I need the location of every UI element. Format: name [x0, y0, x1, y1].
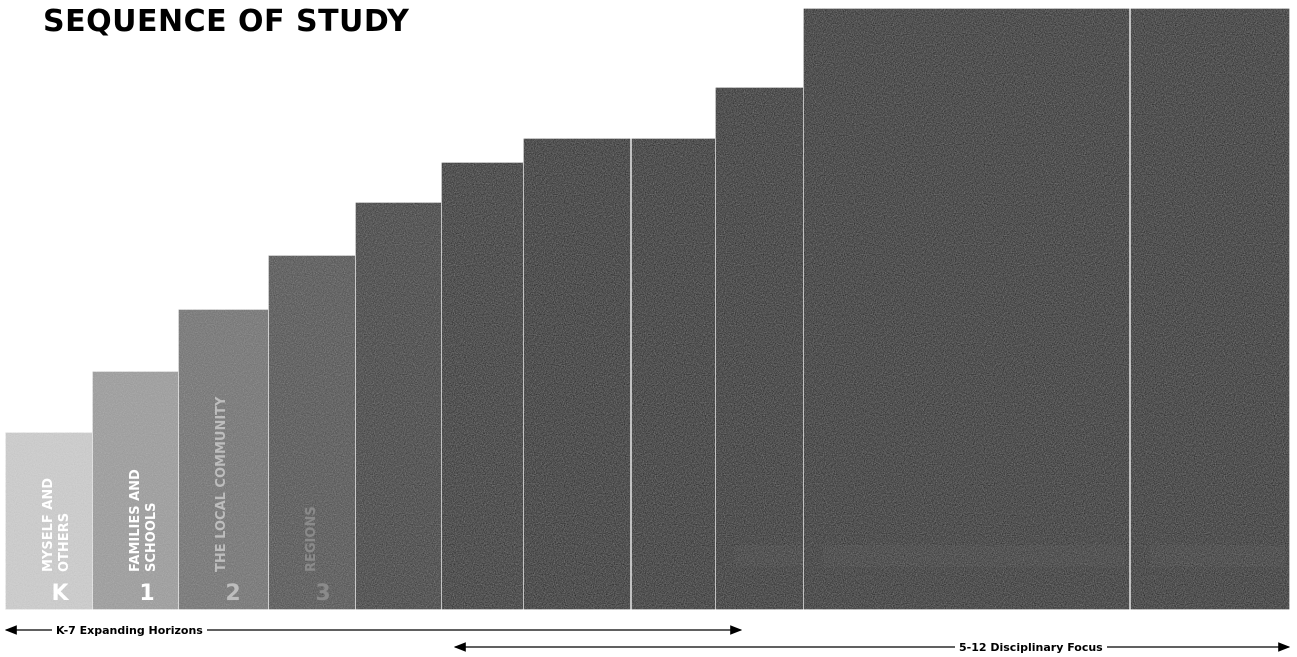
step-topic-label: REGIONS — [304, 506, 319, 572]
disciplinary-focus-label: 5-12 Disciplinary Focus — [955, 641, 1107, 654]
step-topic-label: FAMILIES AND — [128, 469, 143, 572]
step-band — [1150, 545, 1285, 567]
step-block — [1129, 7, 1291, 611]
step-11 — [1129, 7, 1291, 611]
step-10 — [802, 7, 1131, 611]
step-block — [802, 7, 1131, 611]
step-topic-label: MYSELF AND — [41, 478, 56, 572]
step-7 — [522, 137, 632, 611]
step-band — [823, 545, 1125, 567]
step-grade-label: K — [51, 581, 69, 606]
step-topic-label: OTHERS — [57, 513, 72, 572]
step-grade-label: 1 — [139, 581, 154, 606]
step-grade-label: 3 — [315, 581, 330, 606]
steps-layer: K MYSELF AND OTHERS 1 FAMILIES AND SCHOOLS 2 TH… — [4, 7, 1291, 611]
page-title: SEQUENCE OF STUDY — [43, 4, 410, 39]
expanding-horizons-label: K-7 Expanding Horizons — [52, 624, 207, 637]
step-topic-label: THE LOCAL COMMUNITY — [214, 396, 229, 572]
step-topic-label: SCHOOLS — [144, 502, 159, 572]
step-grade-label: 2 — [225, 581, 240, 606]
step-block — [522, 137, 632, 611]
step-band — [735, 545, 820, 567]
